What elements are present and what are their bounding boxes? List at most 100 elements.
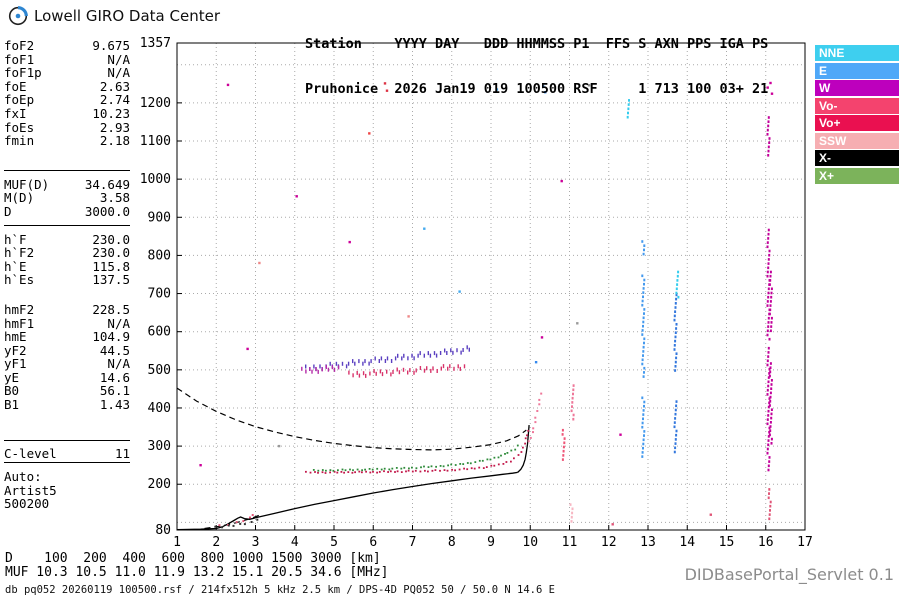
f-trace-fit <box>427 466 430 468</box>
noise-column <box>767 291 770 295</box>
param-value: N/A <box>107 356 130 372</box>
es-trace-dark <box>239 522 242 525</box>
noise-column <box>770 321 773 324</box>
f-trace-fit <box>325 469 327 472</box>
noise-column <box>673 344 676 347</box>
noise-column <box>641 329 644 332</box>
f-trace-fit <box>321 469 324 471</box>
noise-column <box>643 278 646 282</box>
f-trace-omode <box>317 471 319 474</box>
noise-column <box>642 446 644 450</box>
echo-dot <box>226 83 230 87</box>
noise-column <box>769 395 772 399</box>
brand: Lowell GIRO Data Center <box>8 6 220 26</box>
noise-column <box>767 351 770 354</box>
second-hop-upper <box>435 353 438 358</box>
f-trace-omode <box>505 461 508 463</box>
noise-column <box>561 458 564 461</box>
echo-dot <box>295 195 298 198</box>
noise-column <box>642 324 644 328</box>
echo-dot <box>611 523 614 526</box>
f-trace-omode <box>427 470 429 473</box>
noise-column <box>770 287 773 291</box>
f-trace-fit <box>430 465 433 468</box>
second-hop-lower <box>375 371 377 376</box>
second-hop-entry <box>317 369 319 374</box>
second-hop-entry <box>325 365 327 369</box>
param-label: Artist5 <box>4 482 57 498</box>
y-axis-label: 500 <box>148 363 171 378</box>
noise-column <box>673 318 676 322</box>
noise-column <box>769 509 771 512</box>
noise-column <box>641 362 644 366</box>
second-hop-upper <box>374 356 376 361</box>
f-trace-omode <box>524 442 526 445</box>
second-hop-upper <box>407 356 409 361</box>
f-trace-omode <box>309 471 312 474</box>
brand-title: Lowell GIRO Data Center <box>34 7 220 25</box>
f-trace-omode <box>347 471 350 473</box>
f-trace-omode <box>340 471 343 473</box>
param-value: 228.5 <box>92 301 130 317</box>
noise-column <box>767 145 770 149</box>
param-label: B0 <box>4 383 20 399</box>
param-value: N/A <box>107 315 130 331</box>
f-trace-omode <box>405 470 407 473</box>
noise-column <box>642 417 644 421</box>
muf-distance-row: D 100 200 400 600 800 1000 1500 3000 [km… <box>5 551 381 566</box>
f-trace-omode <box>414 469 417 472</box>
noise-column <box>642 252 645 256</box>
noise-column <box>767 355 770 358</box>
f-trace-omode <box>419 470 422 473</box>
noise-column <box>643 404 645 408</box>
x-axis-label: 12 <box>601 535 617 550</box>
second-hop-lower <box>453 366 455 371</box>
noise-column <box>641 303 644 307</box>
second-hop-upper <box>347 361 350 366</box>
param-row-foe: foE 2.63 <box>4 80 130 94</box>
noise-column <box>643 282 645 286</box>
echo-dot <box>560 179 563 183</box>
es-trace <box>242 520 245 523</box>
x-trace-tail <box>534 421 537 424</box>
noise-column <box>569 503 572 506</box>
noise-column <box>642 287 645 290</box>
f-trace-omode <box>411 470 414 473</box>
noise-column <box>572 388 575 392</box>
noise-column <box>561 428 564 432</box>
noise-column <box>561 433 564 436</box>
otrace-asymptote <box>517 425 530 473</box>
second-hop-upper <box>401 356 403 361</box>
noise-column <box>767 376 770 379</box>
es-trace-dark <box>256 518 259 521</box>
noise-column <box>768 492 770 495</box>
f-trace-omode <box>466 468 469 471</box>
second-hop-upper <box>358 359 360 364</box>
f-trace-omode <box>343 471 345 474</box>
noise-column <box>767 295 770 299</box>
x-axis-label: 9 <box>487 535 495 550</box>
noise-column <box>768 513 771 516</box>
echo-dot <box>770 92 774 95</box>
param-row-b0: B0 56.1 <box>4 384 130 398</box>
x-trace-tail <box>536 410 539 412</box>
second-hop-lower <box>398 370 401 375</box>
noise-column <box>563 441 566 445</box>
second-hop-upper <box>362 361 364 366</box>
param-row-hmf1: hmF1 N/A <box>4 315 130 331</box>
noise-column <box>562 449 565 453</box>
x-trace-tail <box>527 440 530 443</box>
second-hop-lower <box>419 366 422 370</box>
echo-dot <box>423 227 426 230</box>
f-trace-omode <box>365 470 367 473</box>
f-trace-fit <box>317 469 320 472</box>
f-trace-omode <box>424 469 426 472</box>
y-axis-label: 700 <box>148 287 171 302</box>
noise-column <box>767 287 770 291</box>
f-trace-fit <box>368 468 371 470</box>
param-label: yF1 <box>4 356 27 372</box>
f-trace-omode <box>400 471 403 473</box>
noise-column <box>642 375 645 378</box>
noise-column <box>768 337 771 341</box>
x-axis-label: 15 <box>719 535 735 550</box>
